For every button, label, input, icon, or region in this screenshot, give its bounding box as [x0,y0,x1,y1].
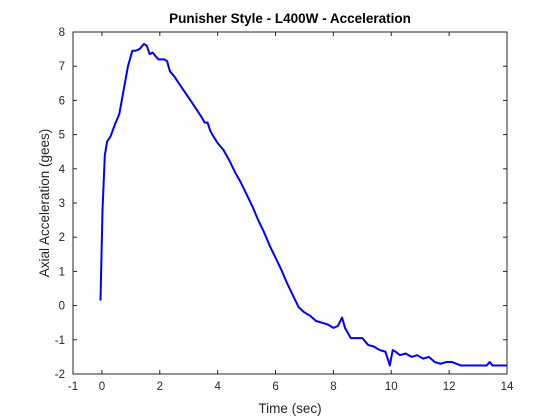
acceleration-series-line [99,42,507,367]
y-axis-label: Axial Acceleration (gees) [37,129,52,278]
x-tick-label: 2 [157,381,163,393]
y-tick-label: 7 [59,61,65,73]
y-tick-label: 2 [59,232,65,244]
y-tick-label: -2 [55,369,65,381]
y-tick-label: -1 [55,335,65,347]
y-tick-label: 4 [59,164,66,176]
y-tick-label: 3 [59,198,65,210]
x-axis-label: Time (sec) [258,401,321,416]
y-tick-label: 8 [59,27,65,39]
x-tick-label: 6 [272,381,278,393]
chart-title: Punisher Style - L400W - Acceleration [169,11,411,26]
x-tick-label: 4 [214,381,221,393]
x-axis-ticks: -1 0 2 4 6 8 10 12 14 [68,32,514,393]
y-tick-label: 0 [59,301,65,313]
y-axis-ticks: -2 -1 0 1 2 3 4 5 6 7 8 [55,27,507,381]
x-tick-label: 12 [443,381,456,393]
x-tick-label: -1 [68,381,78,393]
y-tick-label: 1 [59,266,65,278]
x-tick-label: 10 [385,381,398,393]
y-tick-label: 6 [59,95,65,107]
x-tick-label: 0 [99,381,105,393]
plot-area [72,31,508,375]
x-tick-label: 14 [501,381,514,393]
x-tick-label: 8 [330,381,336,393]
y-tick-label: 5 [59,130,65,142]
